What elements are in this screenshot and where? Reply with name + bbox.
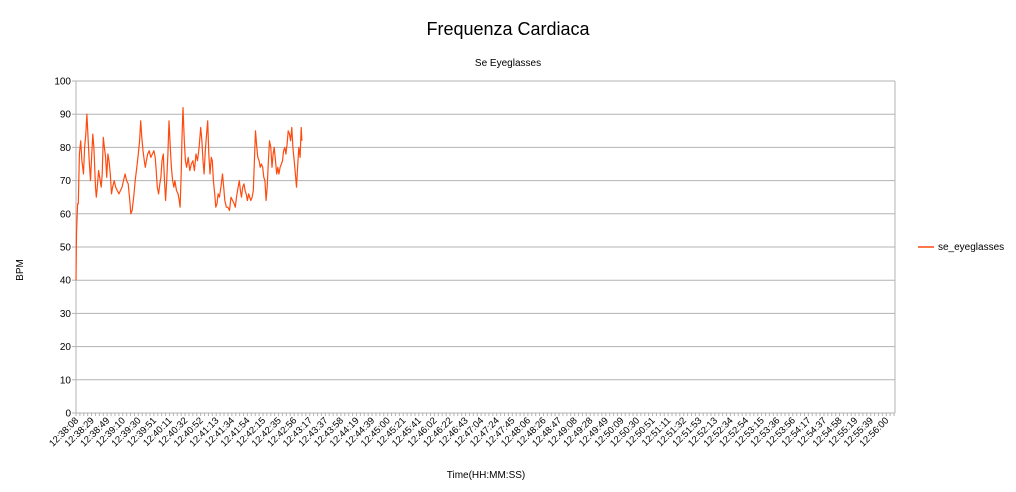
chart-subtitle: Se Eyeglasses (475, 58, 541, 69)
series-line-se_eyeglasses (75, 106, 303, 281)
grid-lines (76, 80, 895, 414)
y-tick-label: 50 (60, 243, 72, 254)
y-tick-label: 60 (60, 209, 72, 220)
y-tick-label: 40 (60, 276, 72, 287)
x-axis-label: Time(HH:MM:SS) (447, 470, 526, 481)
legend: se_eyeglasses (918, 242, 1004, 253)
legend-label: se_eyeglasses (938, 242, 1004, 253)
y-tick-label: 80 (60, 143, 72, 154)
y-tick-label: 0 (65, 409, 71, 420)
y-axis-label: BPM (15, 259, 26, 281)
y-tick-label: 70 (60, 176, 72, 187)
y-axis-ticks: 0 10 20 30 40 50 60 70 80 90 100 (54, 77, 76, 420)
y-tick-label: 20 (60, 342, 72, 353)
y-tick-label: 100 (54, 77, 71, 88)
x-axis-ticks: 12:38:0812:38:2912:38:4912:39:1012:39:30… (47, 413, 895, 449)
chart-title: Frequenza Cardiaca (426, 19, 590, 39)
y-tick-label: 90 (60, 110, 72, 121)
y-tick-label: 10 (60, 375, 72, 386)
series-group (75, 106, 303, 281)
y-tick-label: 30 (60, 309, 72, 320)
